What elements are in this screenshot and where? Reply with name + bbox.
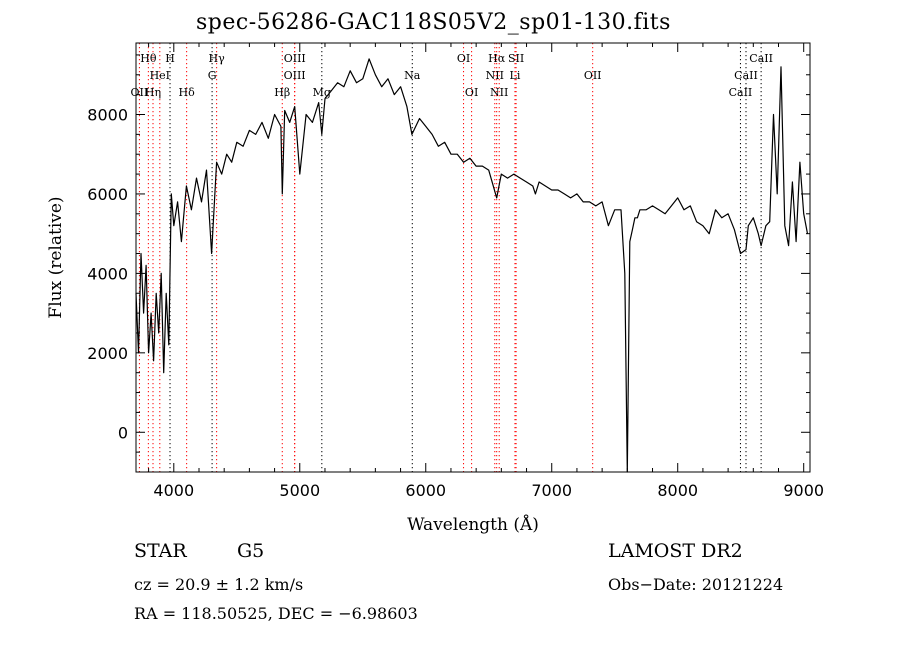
line-label: Hα [488, 52, 506, 65]
line-label: CaII [749, 52, 773, 65]
line-label: CaII [729, 86, 753, 99]
observation-date: Obs−Date: 20121224 [608, 575, 784, 594]
x-tick-label: 5000 [279, 481, 320, 500]
x-tick-label: 7000 [531, 481, 572, 500]
x-tick-label: 6000 [405, 481, 446, 500]
line-label: Hγ [209, 52, 226, 65]
y-tick-label: 0 [118, 423, 128, 442]
line-label: NII [486, 69, 504, 82]
line-label: OIII [284, 52, 306, 65]
plot-frame [135, 42, 811, 473]
line-label: OIII [284, 69, 306, 82]
redshift-info: cz = 20.9 ± 1.2 km/s [134, 575, 304, 594]
line-label: H [165, 52, 175, 65]
line-label: OII [131, 86, 149, 99]
spectrum-line [135, 58, 809, 473]
line-label: SII [508, 52, 524, 65]
x-tick-label: 9000 [783, 481, 824, 500]
y-tick-label: 6000 [87, 185, 128, 204]
coordinates: RA = 118.50525, DEC = −6.98603 [134, 604, 418, 623]
line-label: Na [404, 69, 421, 82]
line-label: HeI [150, 69, 170, 82]
y-tick-label: 8000 [87, 106, 128, 125]
line-label: NII [490, 86, 508, 99]
line-label: Hη [145, 86, 161, 99]
line-label: CaII [734, 69, 758, 82]
line-label: G [208, 69, 217, 82]
line-label: Li [510, 69, 521, 82]
y-tick-label: 2000 [87, 344, 128, 363]
chart-title: spec-56286-GAC118S05V2_sp01-130.fits [196, 10, 671, 35]
y-tick-label: 4000 [87, 264, 128, 283]
survey-name: LAMOST DR2 [608, 540, 743, 562]
object-subclass: G5 [237, 540, 265, 562]
line-label: Mg [313, 86, 331, 99]
line-label: OII [584, 69, 602, 82]
x-tick-label: 8000 [657, 481, 698, 500]
line-label: Hθ [140, 52, 157, 65]
line-label: Hδ [179, 86, 196, 99]
y-axis-label: Flux (relative) [46, 196, 66, 318]
object-class: STAR [134, 540, 187, 562]
line-label: OI [457, 52, 470, 65]
line-label: OI [465, 86, 478, 99]
line-label: Hβ [274, 86, 290, 99]
x-axis-label: Wavelength (Å) [407, 514, 539, 535]
x-tick-label: 4000 [153, 481, 194, 500]
